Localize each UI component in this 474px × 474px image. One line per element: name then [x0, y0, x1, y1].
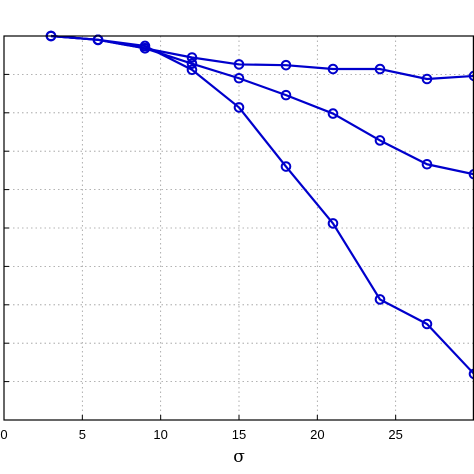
data-point [280, 161, 292, 172]
data-point [421, 318, 433, 330]
data-point [421, 73, 433, 85]
grid-lines [4, 36, 474, 420]
data-point [233, 102, 245, 113]
data-point [186, 58, 198, 69]
series-line [50, 34, 474, 176]
data-point [374, 135, 386, 146]
x-tick-label: 5 [79, 427, 86, 442]
series-2 [45, 30, 474, 180]
series-1 [45, 30, 474, 85]
x-tick-label: 20 [310, 427, 324, 442]
data-point [186, 64, 198, 76]
x-tick-label: 0 [0, 427, 7, 442]
data-point [374, 63, 386, 75]
x-tick-label: 25 [388, 427, 402, 442]
data-point [139, 40, 151, 52]
x-tick-label: 15 [232, 427, 246, 442]
data-point [327, 63, 339, 75]
data-point [468, 70, 474, 82]
data-point [327, 108, 339, 119]
data-point [327, 218, 339, 229]
series-line [50, 34, 474, 375]
data-point [374, 294, 386, 305]
axis-ticks [3, 73, 397, 420]
series-3 [45, 30, 474, 380]
data-point [280, 59, 292, 71]
x-tick-label: 10 [153, 427, 167, 442]
data-point [233, 59, 245, 70]
data-point [280, 89, 292, 101]
data-point [233, 72, 245, 84]
data-point [468, 368, 474, 380]
data-point [468, 168, 474, 180]
data-point [421, 158, 433, 170]
x-axis-title: σ [233, 447, 245, 467]
series-layer [45, 30, 474, 380]
x-tick-labels: 0 5 10 15 20 25 [0, 427, 403, 442]
data-point [186, 52, 198, 63]
